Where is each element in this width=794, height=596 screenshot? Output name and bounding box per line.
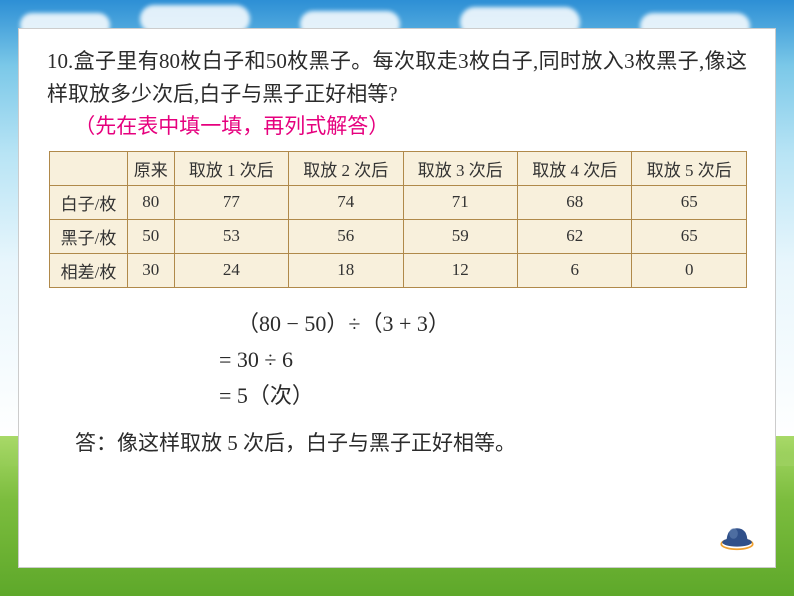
table-header-row: 原来 取放 1 次后 取放 2 次后 取放 3 次后 取放 4 次后 取放 5 …: [50, 151, 747, 185]
table-cell: 56: [289, 219, 403, 253]
table-row: 相差/枚 30 24 18 12 6 0: [50, 253, 747, 287]
table-cell: 18: [289, 253, 403, 287]
calc-line: = 30 ÷ 6: [219, 342, 747, 378]
content-card: 10.盒子里有80枚白子和50枚黑子。每次取走3枚白子,同时放入3枚黑子,像这样…: [18, 28, 776, 568]
table-cell: 50: [128, 219, 175, 253]
table-cell: 53: [174, 219, 288, 253]
question-body: 盒子里有80枚白子和50枚黑子。每次取走3枚白子,同时放入3枚黑子,像这样取放多…: [47, 49, 747, 106]
question-hint: （先在表中填一填，再列式解答）: [74, 114, 389, 138]
table-cell: 80: [128, 185, 175, 219]
table-cell: 12: [403, 253, 517, 287]
table-header: 取放 5 次后: [632, 151, 747, 185]
table-row: 黑子/枚 50 53 56 59 62 65: [50, 219, 747, 253]
table-cell: 74: [289, 185, 403, 219]
row-label: 相差/枚: [50, 253, 128, 287]
table-cell: 24: [174, 253, 288, 287]
data-table: 原来 取放 1 次后 取放 2 次后 取放 3 次后 取放 4 次后 取放 5 …: [49, 151, 747, 288]
data-table-wrap: 原来 取放 1 次后 取放 2 次后 取放 3 次后 取放 4 次后 取放 5 …: [49, 151, 747, 288]
row-label: 白子/枚: [50, 185, 128, 219]
table-row: 白子/枚 80 77 74 71 68 65: [50, 185, 747, 219]
table-header: [50, 151, 128, 185]
answer-text: 答：像这样取放 5 次后，白子与黑子正好相等。: [75, 427, 747, 457]
table-cell: 65: [632, 219, 747, 253]
table-cell: 71: [403, 185, 517, 219]
calculation: （80 − 50）÷（3 + 3） = 30 ÷ 6 = 5（次）: [47, 306, 747, 415]
hat-icon[interactable]: [719, 523, 755, 551]
table-cell: 68: [517, 185, 631, 219]
table-cell: 59: [403, 219, 517, 253]
question-number: 10.: [47, 49, 73, 73]
table-cell: 77: [174, 185, 288, 219]
calc-line: = 5（次）: [219, 378, 747, 414]
row-label: 黑子/枚: [50, 219, 128, 253]
table-cell: 0: [632, 253, 747, 287]
table-header: 原来: [128, 151, 175, 185]
table-header: 取放 2 次后: [289, 151, 403, 185]
calc-line: （80 − 50）÷（3 + 3）: [237, 306, 747, 342]
table-header: 取放 1 次后: [174, 151, 288, 185]
question-text: 10.盒子里有80枚白子和50枚黑子。每次取走3枚白子,同时放入3枚黑子,像这样…: [47, 45, 747, 143]
table-header: 取放 4 次后: [517, 151, 631, 185]
table-header: 取放 3 次后: [403, 151, 517, 185]
table-cell: 65: [632, 185, 747, 219]
table-cell: 6: [517, 253, 631, 287]
table-cell: 62: [517, 219, 631, 253]
table-cell: 30: [128, 253, 175, 287]
